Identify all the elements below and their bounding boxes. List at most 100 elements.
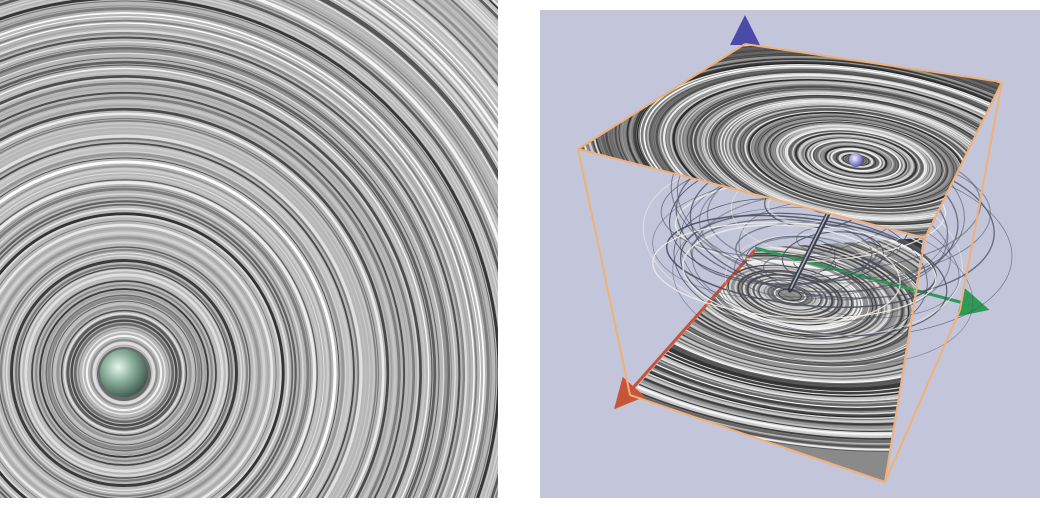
y-axis-arrow — [754, 246, 990, 317]
box-edge-top-front-left — [577, 148, 926, 239]
slice-lic-ring — [807, 137, 905, 183]
slice-lic-ring — [734, 267, 846, 323]
left-lic-ring — [0, 249, 248, 497]
slice-lic-ring — [630, 238, 923, 412]
slice-lic-ring — [630, 238, 923, 442]
left-lic-ring — [0, 12, 485, 498]
left-lic-ring — [0, 208, 289, 498]
slice-lic-ring — [630, 238, 923, 382]
left-lic-ring — [0, 118, 379, 498]
left-lic-ring — [15, 264, 233, 482]
slice-lic-ring — [630, 238, 923, 398]
slice-lic-ring — [630, 238, 923, 404]
streamline — [680, 212, 948, 336]
slice-lic-ring — [760, 117, 952, 203]
vortex-core-highlight — [790, 208, 831, 289]
slice-lic-ring — [630, 238, 923, 440]
left-lic-ring — [45, 294, 203, 452]
left-lic-ring — [0, 145, 352, 498]
left-lic-ring — [0, 126, 371, 498]
left-lic-ring — [0, 231, 266, 498]
left-lic-image — [0, 0, 498, 498]
left-lic-ring — [0, 185, 312, 498]
slice-lic-ring — [630, 238, 923, 417]
left-lic-ring — [0, 172, 325, 498]
left-lic-ring — [0, 181, 316, 498]
left-lic-ring — [0, 82, 415, 498]
left-lic-ring — [35, 284, 213, 462]
left-lic-ring — [0, 104, 393, 498]
left-lic-ring — [0, 200, 297, 498]
left-lic-ring — [0, 150, 347, 498]
left-lic-ring — [0, 87, 410, 498]
slice-lic-ring — [630, 238, 923, 388]
left-lic-ring — [18, 267, 230, 479]
left-lic-ring — [0, 160, 337, 498]
slice-lic-ring — [789, 129, 923, 191]
left-lic-ring — [0, 179, 318, 498]
slice-lic-ring — [630, 238, 923, 379]
left-lic-ring — [85, 334, 163, 412]
slice-lic-ring — [630, 238, 923, 425]
left-lic-ring — [51, 300, 197, 446]
slice-lic-ring — [630, 238, 923, 423]
left-lic-ring — [24, 273, 224, 473]
left-lic-ring — [0, 167, 330, 498]
slice-lic-ring — [827, 146, 885, 174]
slice-lic-ring — [630, 238, 923, 446]
right-volume-image — [540, 10, 1040, 498]
left-lic-ring — [0, 47, 450, 498]
slice-lic-ring — [632, 60, 1002, 238]
left-lic-ring — [0, 112, 385, 498]
left-lic-ring — [0, 214, 283, 498]
slice-lic-ring — [630, 238, 923, 413]
slice-lic-ring — [630, 238, 923, 399]
left-lic-ring — [0, 165, 332, 498]
left-lic-ring — [0, 223, 274, 498]
left-lic-ring — [31, 280, 217, 466]
box-edge-top-front-right — [924, 81, 1003, 239]
left-lic-ring — [39, 288, 209, 458]
left-lic-ring — [0, 49, 448, 498]
left-lic-ring — [0, 22, 475, 498]
left-lic-ring — [0, 96, 401, 498]
slice-lic-ring — [630, 238, 923, 445]
left-lic-ring — [0, 196, 301, 498]
left-lic-ring — [0, 152, 345, 498]
left-lic-ring — [56, 305, 192, 441]
left-lic-ring — [28, 277, 220, 469]
bottom-slice — [630, 238, 923, 482]
left-lic-ring — [60, 309, 188, 437]
left-lic-ring — [20, 269, 228, 477]
right-sphere — [849, 153, 863, 167]
left-lic-ring — [0, 32, 465, 498]
slice-lic-ring — [824, 145, 888, 175]
slice-lic-ring — [630, 238, 923, 410]
left-ring-group — [0, 0, 498, 498]
left-lic-ring — [0, 175, 322, 498]
left-lic-ring — [0, 241, 256, 498]
left-lic-ring — [0, 75, 422, 498]
slice-lic-ring — [630, 238, 923, 392]
slice-lic-ring — [630, 238, 923, 436]
left-lic-panel — [0, 0, 498, 498]
slice-lic-ring — [630, 238, 923, 395]
slice-lic-ring — [811, 139, 901, 181]
left-lic-ring — [0, 7, 490, 498]
left-lic-ring — [53, 302, 195, 444]
slice-lic-ring — [639, 64, 1002, 238]
left-lic-ring — [0, 212, 285, 498]
left-lic-ring — [0, 130, 367, 498]
slice-lic-ring — [630, 238, 923, 402]
left-lic-ring — [0, 60, 437, 498]
slice-lic-ring — [630, 238, 923, 435]
slice-lic-ring — [629, 59, 1002, 238]
slice-lic-ring — [835, 150, 877, 170]
left-lic-ring — [0, 0, 497, 498]
streamline — [652, 222, 937, 319]
left-lic-ring — [0, 228, 269, 498]
left-lic-ring — [92, 341, 156, 405]
slice-lic-ring — [630, 238, 923, 390]
slice-lic-ring — [794, 132, 918, 188]
slice-lic-ring — [767, 120, 945, 200]
